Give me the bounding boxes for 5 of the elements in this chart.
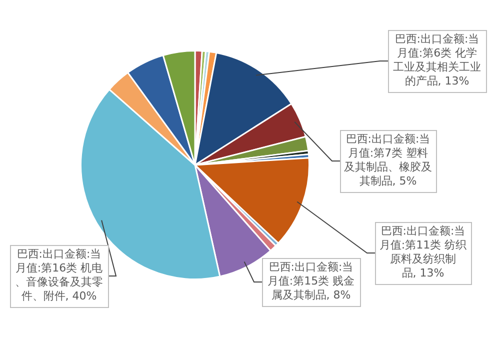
slice-label: 巴西:出口金额:当月值:第7类 塑料及其制品、橡胶及其制品, 5% — [344, 132, 432, 188]
slice-label: 巴西:出口金额:当月值:第6类 化学工业及其相关工业的产品, 13% — [393, 32, 481, 88]
slice-label: 巴西:出口金额:当月值:第15类 贱金属及其制品, 8% — [267, 260, 355, 302]
slice-label: 巴西:出口金额:当月值:第11类 纺织原料及纺织制品, 13% — [379, 224, 467, 280]
slice-label: 巴西:出口金额:当月值:第16类 机电、音像设备及其零件、附件, 40% — [15, 247, 103, 302]
